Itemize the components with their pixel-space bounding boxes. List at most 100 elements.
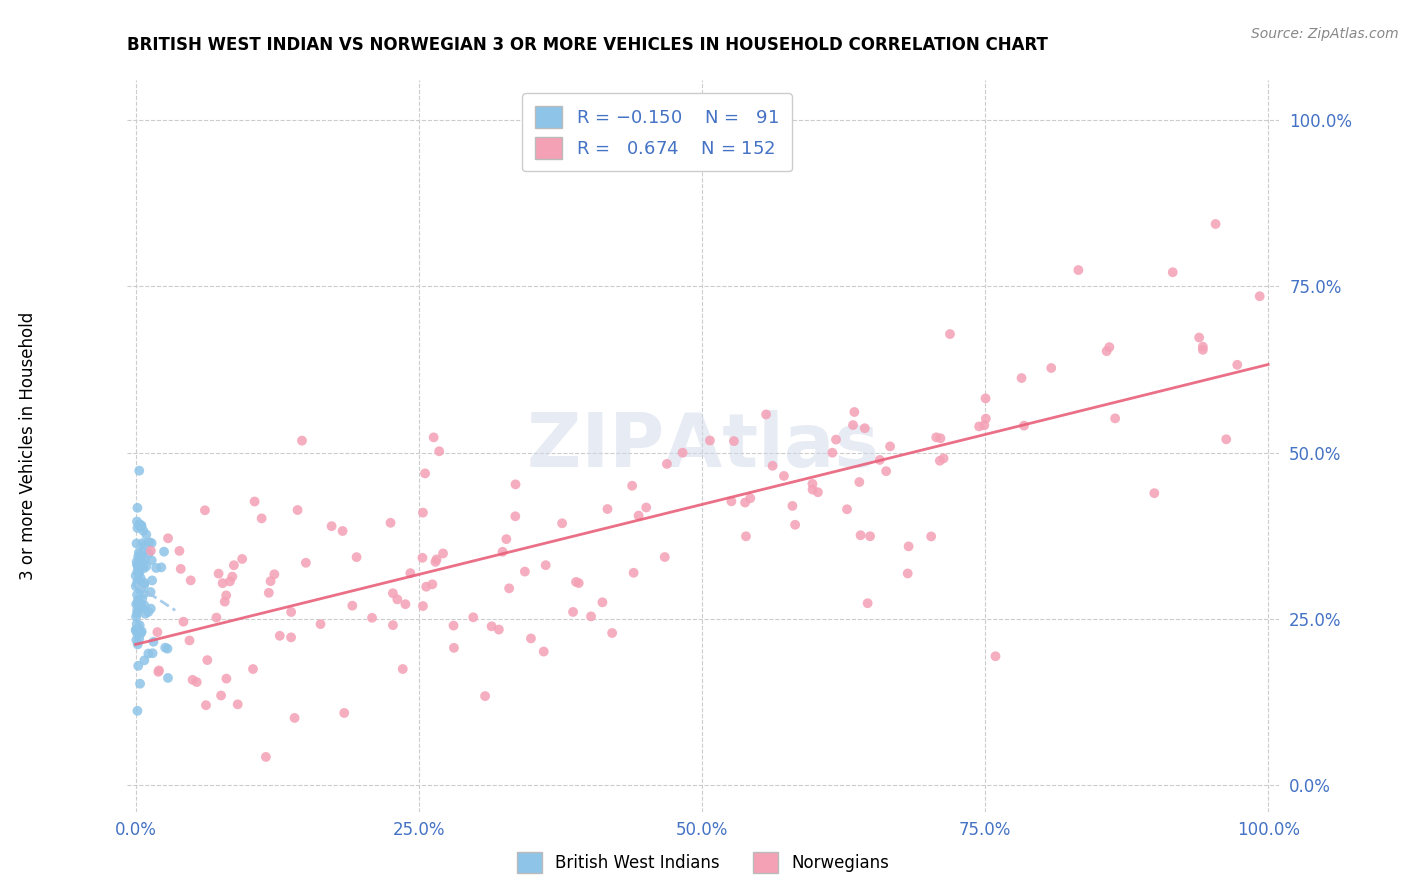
Point [973,418,995,433]
Point [128,566,150,580]
Point [821,446,844,460]
Point [1188,330,1211,344]
Point [195,653,218,667]
Point [125,626,148,640]
Point [131,549,153,563]
Point [128,517,150,532]
Point [591,595,613,609]
Point [627,508,650,523]
Point [422,577,444,591]
Point [127,595,149,609]
Point [636,500,658,515]
Point [129,582,152,597]
Point [138,546,160,560]
Point [135,559,157,574]
Point [215,588,238,602]
Point [179,633,201,648]
Point [141,574,163,588]
Point [735,529,758,543]
Point [134,553,156,567]
Point [1011,371,1033,385]
Point [342,599,364,613]
Point [138,535,160,549]
Point [897,566,920,581]
Point [142,634,165,648]
Point [720,494,742,508]
Point [932,451,955,466]
Point [426,552,449,566]
Point [474,689,496,703]
Text: ZIP​Atlas: ZIP​Atlas [527,409,879,483]
Point [222,558,245,573]
Point [394,597,416,611]
Point [967,419,990,434]
Point [928,454,950,468]
Point [139,543,162,558]
Point [180,574,202,588]
Point [734,495,756,509]
Point [755,408,778,422]
Point [134,576,156,591]
Point [740,491,762,506]
Point [134,578,156,592]
Point [127,549,149,564]
Point [129,582,152,597]
Point [150,560,173,574]
Point [131,591,153,606]
Point [848,475,870,489]
Point [875,464,897,478]
Point [1205,217,1227,231]
Point [128,600,150,615]
Point [463,610,485,624]
Point [1192,343,1215,357]
Point [596,502,619,516]
Point [148,664,170,678]
Point [127,564,149,578]
Point [974,392,997,406]
Point [129,552,152,566]
Point [579,609,602,624]
Point [782,499,804,513]
Point [139,601,162,615]
Point [219,574,242,589]
Point [132,524,155,538]
Point [125,536,148,550]
Point [156,671,179,685]
Point [284,711,307,725]
Point [1215,432,1237,446]
Point [984,649,1007,664]
Point [139,585,162,599]
Point [443,640,465,655]
Point [127,622,149,636]
Point [125,623,148,637]
Point [801,476,824,491]
Point [842,418,865,433]
Point [801,483,824,497]
Text: Source: ZipAtlas.com: Source: ZipAtlas.com [1251,27,1399,41]
Point [495,532,517,546]
Point [128,595,150,609]
Point [897,540,920,554]
Point [131,601,153,615]
Point [194,503,217,517]
Point [129,571,152,585]
Point [332,524,354,538]
Point [131,558,153,573]
Point [929,431,952,445]
Point [125,555,148,569]
Point [125,609,148,624]
Point [568,576,591,591]
Point [381,586,404,600]
Point [387,592,409,607]
Point [974,411,997,425]
Point [432,546,454,560]
Point [699,434,721,448]
Point [205,610,228,624]
Point [125,616,148,631]
Point [1192,340,1215,354]
Point [211,576,233,591]
Point [125,579,148,593]
Point [254,750,277,764]
Point [125,558,148,572]
Point [413,467,436,481]
